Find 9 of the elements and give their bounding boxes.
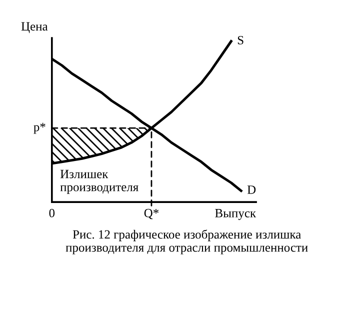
text: Рис. 12 графическое изображение излишка производителя для отрасли промышленности [66, 230, 308, 254]
text: p* [34, 122, 46, 134]
y-axis-title: Цена [21, 22, 48, 34]
annotation: Излишек производителя [60, 170, 138, 194]
text: 0 [49, 208, 55, 218]
series-label: S [238, 36, 244, 44]
x-axis-title: Выпуск [215, 209, 256, 220]
series-label: D [247, 186, 256, 194]
text: Q* [144, 208, 159, 220]
